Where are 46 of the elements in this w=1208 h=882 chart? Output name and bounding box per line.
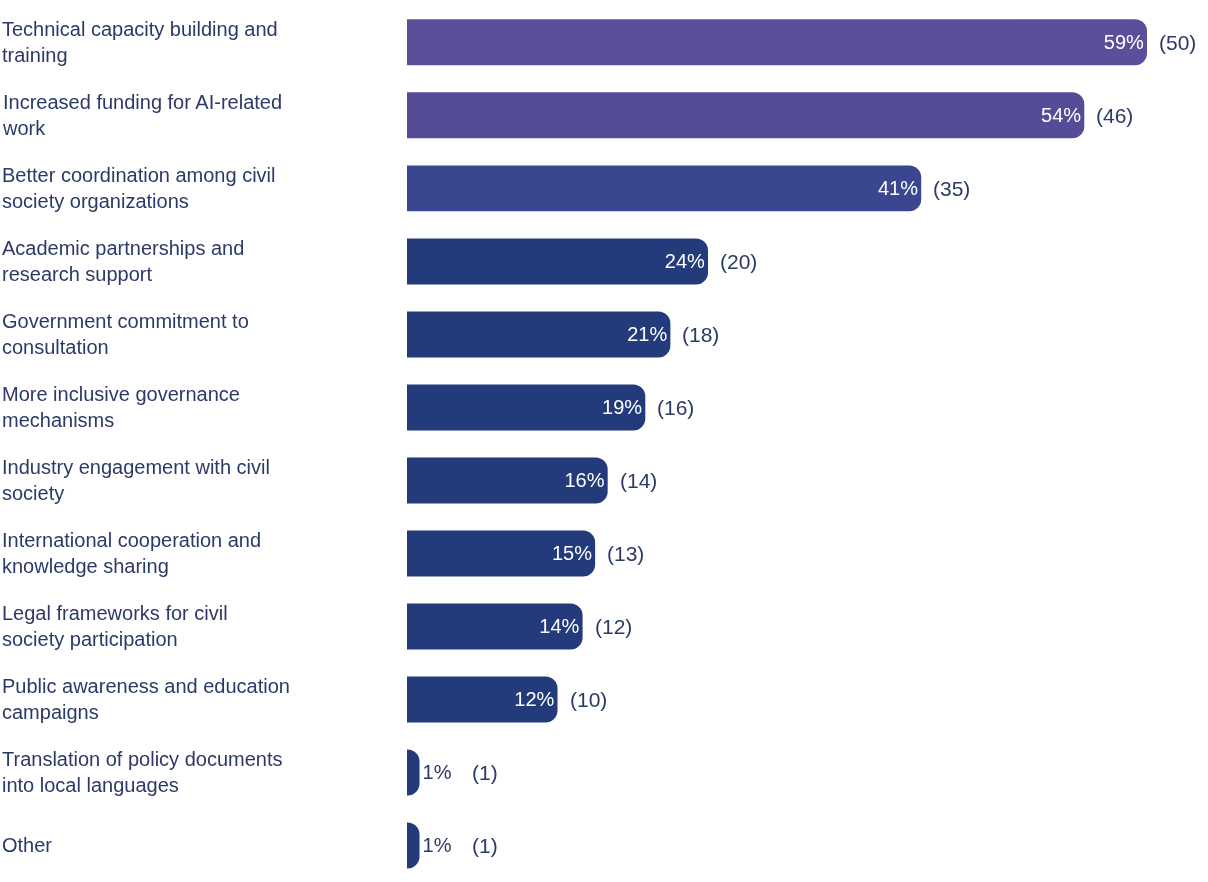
- y-tick-label: Translation of policy documents into local languages: [2, 748, 283, 796]
- y-tick-label: Legal frameworks for civil society participation: [2, 602, 228, 650]
- annotation: (1): [472, 761, 498, 784]
- bar: [407, 457, 608, 504]
- data-label: 21%: [627, 323, 668, 346]
- bar: [407, 676, 558, 723]
- y-tick-label: More inclusive governance mechanisms: [2, 383, 240, 431]
- annotation: (20): [720, 250, 758, 273]
- data-label: 15%: [551, 542, 593, 565]
- data-label: 24%: [664, 250, 706, 273]
- annotation: (35): [933, 177, 971, 200]
- annotation: (12): [595, 615, 633, 638]
- bar: [407, 165, 922, 212]
- bar: [407, 238, 709, 285]
- bar: [407, 92, 1085, 139]
- annotation: (46): [1096, 104, 1134, 127]
- annotation: (50): [1159, 31, 1197, 54]
- y-tick-label: Increased funding for AI-related work: [2, 91, 283, 139]
- annotation: (10): [570, 688, 608, 711]
- data-label: 59%: [1103, 31, 1144, 54]
- data-label: 14%: [539, 615, 580, 638]
- y-tick-label: Industry engagement with civil society: [2, 456, 270, 504]
- annotation: (1): [472, 834, 498, 857]
- data-label: 41%: [877, 177, 919, 200]
- y-tick-label: Technical capacity building and training: [2, 18, 278, 66]
- bar: [407, 530, 596, 577]
- annotation: (13): [607, 542, 645, 565]
- y-tick-label: International cooperation and knowledge sharing: [2, 529, 262, 577]
- annotation: (14): [620, 469, 658, 492]
- data-label: 12%: [514, 688, 555, 711]
- y-tick-label: Government commitment to consultation: [2, 310, 249, 358]
- y-tick-label: Better coordination among civil society organizations: [2, 164, 276, 212]
- data-label: 1%: [422, 761, 452, 784]
- data-label: 54%: [1041, 104, 1082, 127]
- y-tick-label: Academic partnerships and research support: [2, 237, 245, 285]
- data-label: 19%: [602, 396, 643, 419]
- data-label: 16%: [564, 469, 605, 492]
- bar: [407, 311, 671, 358]
- y-tick-label: Other: [2, 834, 53, 856]
- annotation: (18): [682, 323, 720, 346]
- bar: [407, 603, 583, 650]
- bar: [407, 384, 646, 431]
- y-tick-label: Public awareness and education campaigns: [2, 675, 290, 723]
- bar: [407, 19, 1147, 66]
- data-label: 1%: [422, 834, 452, 857]
- annotation: (16): [657, 396, 695, 419]
